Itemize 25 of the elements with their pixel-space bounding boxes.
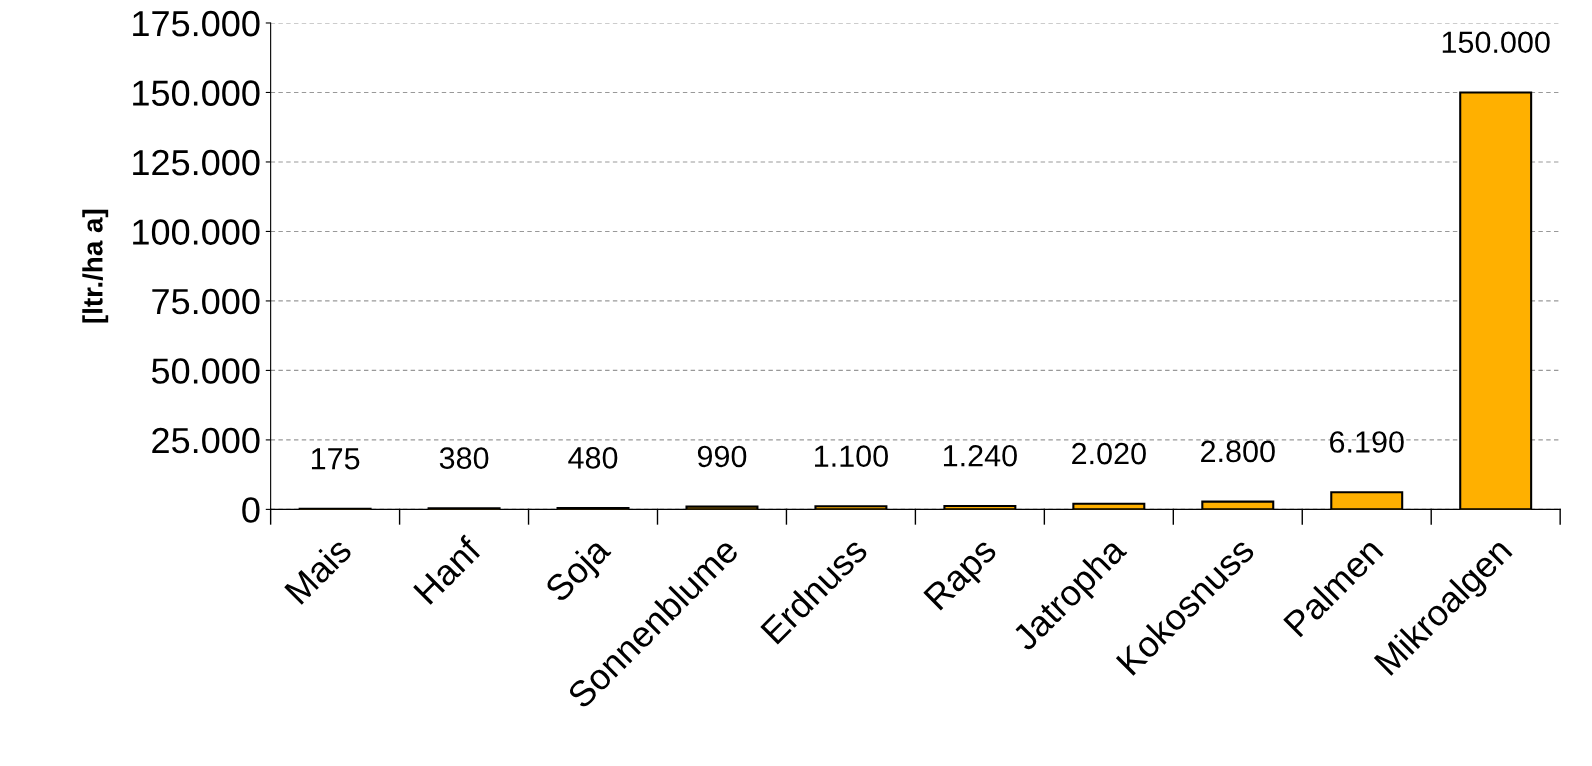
- bar: [1201, 500, 1275, 510]
- data-label: 2.800: [1201, 440, 1275, 463]
- data-label: 175: [311, 448, 360, 470]
- data-label: 380: [439, 447, 489, 469]
- data-label: 1.240: [943, 444, 1017, 467]
- data-label: 990: [697, 445, 747, 468]
- bar: [814, 505, 888, 510]
- y-tick-label: 75.000: [152, 288, 260, 315]
- data-label: 480: [568, 447, 618, 469]
- y-tick-label: 100.000: [133, 219, 260, 245]
- y-tick-label: 175.000: [133, 10, 260, 37]
- data-label: 2.020: [1072, 442, 1146, 465]
- data-label: 1.100: [815, 445, 888, 467]
- data-label: 6.190: [1330, 431, 1404, 453]
- bar: [943, 504, 1017, 510]
- y-axis-title: [ltr./ha a]: [82, 209, 109, 323]
- bar: [1459, 91, 1533, 510]
- y-tick-label: 50.000: [151, 358, 260, 384]
- data-label: 150.000: [1442, 31, 1550, 54]
- bar: [1072, 502, 1146, 510]
- y-tick-label: 25.000: [152, 427, 260, 454]
- y-tick-label: 0: [242, 497, 260, 523]
- bar: [1330, 491, 1404, 510]
- y-tick-label: 150.000: [133, 80, 260, 106]
- y-tick-label: 125.000: [133, 149, 260, 176]
